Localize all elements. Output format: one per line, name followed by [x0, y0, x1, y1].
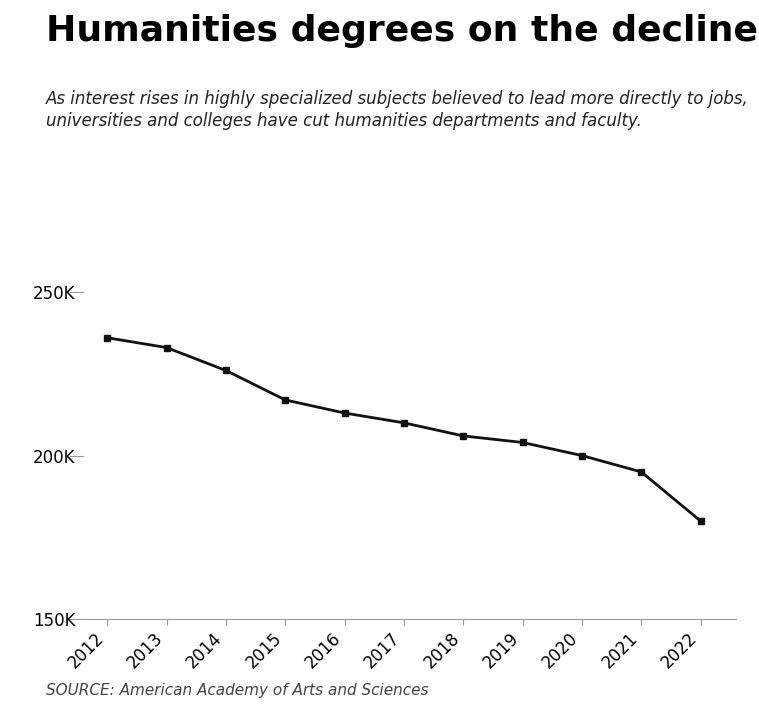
Text: SOURCE: American Academy of Arts and Sciences: SOURCE: American Academy of Arts and Sci…	[46, 683, 428, 698]
Text: universities and colleges have cut humanities departments and faculty.: universities and colleges have cut human…	[46, 112, 641, 130]
Text: Humanities degrees on the decline: Humanities degrees on the decline	[46, 14, 757, 48]
Text: As interest rises in highly specialized subjects believed to lead more directly : As interest rises in highly specialized …	[46, 90, 748, 108]
